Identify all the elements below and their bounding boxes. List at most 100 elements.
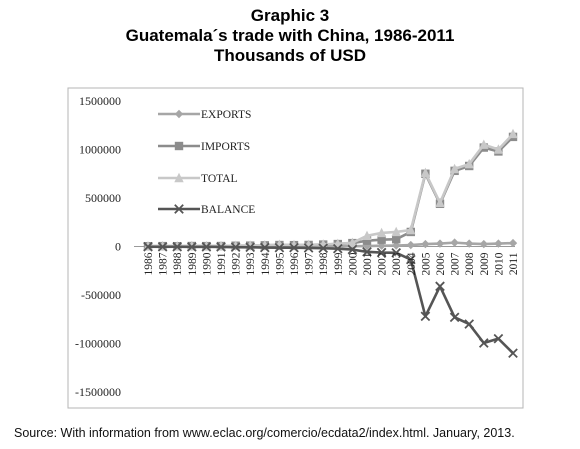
data-point-exports (421, 239, 430, 249)
x-tick-label: 2004 (406, 252, 418, 275)
data-point-exports (392, 241, 401, 250)
legend-item-imports: IMPORTS (158, 141, 250, 153)
x-tick-label: 2006 (435, 252, 447, 275)
data-point-balance (449, 312, 460, 323)
x-tick-label: 1987 (158, 252, 170, 275)
data-point-exports (450, 238, 459, 247)
x-tick-label: 1994 (260, 252, 272, 275)
x-tick-label: 1986 (143, 252, 155, 275)
x-tick-label: 2005 (420, 252, 432, 275)
data-point-balance (464, 319, 475, 329)
series-line-balance (147, 245, 514, 355)
source-note: Source: With information from www.eclac.… (14, 426, 515, 440)
legend-item-exports: EXPORTS (158, 109, 251, 121)
legend: EXPORTS IMPORTS TOTAL BALANCE (158, 109, 255, 216)
data-point-exports (406, 240, 415, 250)
legend-label: EXPORTS (201, 109, 251, 121)
x-tick-label: 2001 (362, 252, 374, 275)
x-tick-label: 1988 (172, 252, 184, 275)
legend-label: BALANCE (201, 204, 255, 216)
x-tick-label: 1996 (289, 252, 301, 275)
legend-item-balance: BALANCE (158, 204, 255, 216)
data-point-balance (230, 242, 241, 253)
data-point-balance (201, 242, 212, 252)
data-point-balance (405, 254, 416, 265)
x-tick-label: 2002 (377, 252, 389, 275)
data-point-balance (391, 247, 402, 258)
data-point-balance (143, 241, 153, 252)
x-tick-label: 1993 (245, 252, 257, 275)
data-point-balance (493, 333, 504, 344)
data-point-total (406, 224, 416, 235)
x-tick-label: 2011 (508, 252, 520, 275)
y-tick-label: -1500000 (75, 385, 121, 399)
data-point-exports (494, 239, 503, 248)
data-point-balance (303, 243, 314, 253)
data-point-balance (318, 243, 329, 254)
data-point-total (435, 197, 445, 208)
data-point-total (449, 163, 460, 174)
x-tick-label: 1995 (274, 252, 286, 275)
legend-marker-total (174, 172, 184, 183)
x-tick-label: 1990 (201, 252, 213, 275)
data-point-balance (245, 242, 256, 253)
data-point-balance (259, 242, 270, 253)
x-tick-label: 1989 (187, 252, 199, 275)
y-tick-label: -1000000 (75, 337, 121, 351)
y-tick-label: 0 (115, 240, 121, 254)
y-tick-label: -500000 (81, 288, 121, 302)
data-point-total (479, 139, 489, 149)
x-tick-label: 1999 (333, 252, 345, 275)
data-point-balance (216, 242, 226, 252)
series-layer (143, 128, 518, 359)
data-point-total (391, 226, 401, 237)
series-balance (143, 241, 518, 359)
data-point-exports (465, 239, 474, 248)
y-tick-label: 500000 (85, 191, 121, 205)
x-tick-label: 1998 (318, 252, 330, 275)
data-point-balance (376, 247, 387, 258)
x-tick-label: 1997 (304, 252, 316, 275)
data-point-exports (435, 239, 445, 248)
x-tick-label: 2003 (391, 252, 403, 275)
chart-title-line-1: Graphic 3 (250, 6, 330, 25)
legend-marker-balance (174, 204, 184, 214)
legend-marker-imports (174, 141, 184, 151)
data-point-exports (508, 238, 518, 248)
y-tick-label: 1000000 (79, 143, 121, 157)
data-point-total (362, 230, 372, 241)
x-axis: 1986 1987 1988 1989 1990 1991 1992 1993 1994 1995… (143, 252, 520, 275)
legend-marker-exports (174, 109, 184, 119)
data-point-balance (362, 246, 372, 257)
data-point-total (464, 158, 474, 169)
data-point-balance (478, 338, 489, 348)
data-point-exports (479, 239, 488, 249)
data-point-balance (274, 242, 285, 253)
x-tick-label: 2008 (464, 252, 476, 275)
x-tick-label: 2000 (347, 252, 359, 275)
x-tick-label: 2010 (493, 252, 505, 275)
legend-label: IMPORTS (201, 141, 250, 153)
y-tick-label: 1500000 (79, 94, 121, 108)
data-point-balance (347, 244, 358, 255)
y-axis: 1500000 1000000 500000 0 -500000 -1000000 -150… (75, 94, 121, 399)
chart-title-line-2: Guatemala´s trade with China, 1986-2011 (125, 26, 455, 45)
data-point-balance (332, 243, 343, 254)
legend-item-total: TOTAL (158, 172, 238, 185)
x-tick-label: 1991 (216, 252, 228, 275)
data-point-balance (289, 242, 299, 253)
data-point-imports (377, 235, 386, 244)
data-point-total (508, 128, 518, 139)
data-point-balance (186, 242, 197, 252)
data-point-balance (172, 241, 183, 252)
x-tick-label: 1992 (231, 252, 243, 275)
data-point-imports (362, 236, 372, 245)
legend-label: TOTAL (201, 173, 238, 185)
data-point-total (347, 237, 358, 248)
data-point-balance (508, 348, 518, 359)
x-tick-label: 2009 (479, 252, 491, 275)
data-point-total (493, 144, 504, 154)
data-point-total (420, 167, 431, 177)
data-point-balance (435, 281, 445, 292)
